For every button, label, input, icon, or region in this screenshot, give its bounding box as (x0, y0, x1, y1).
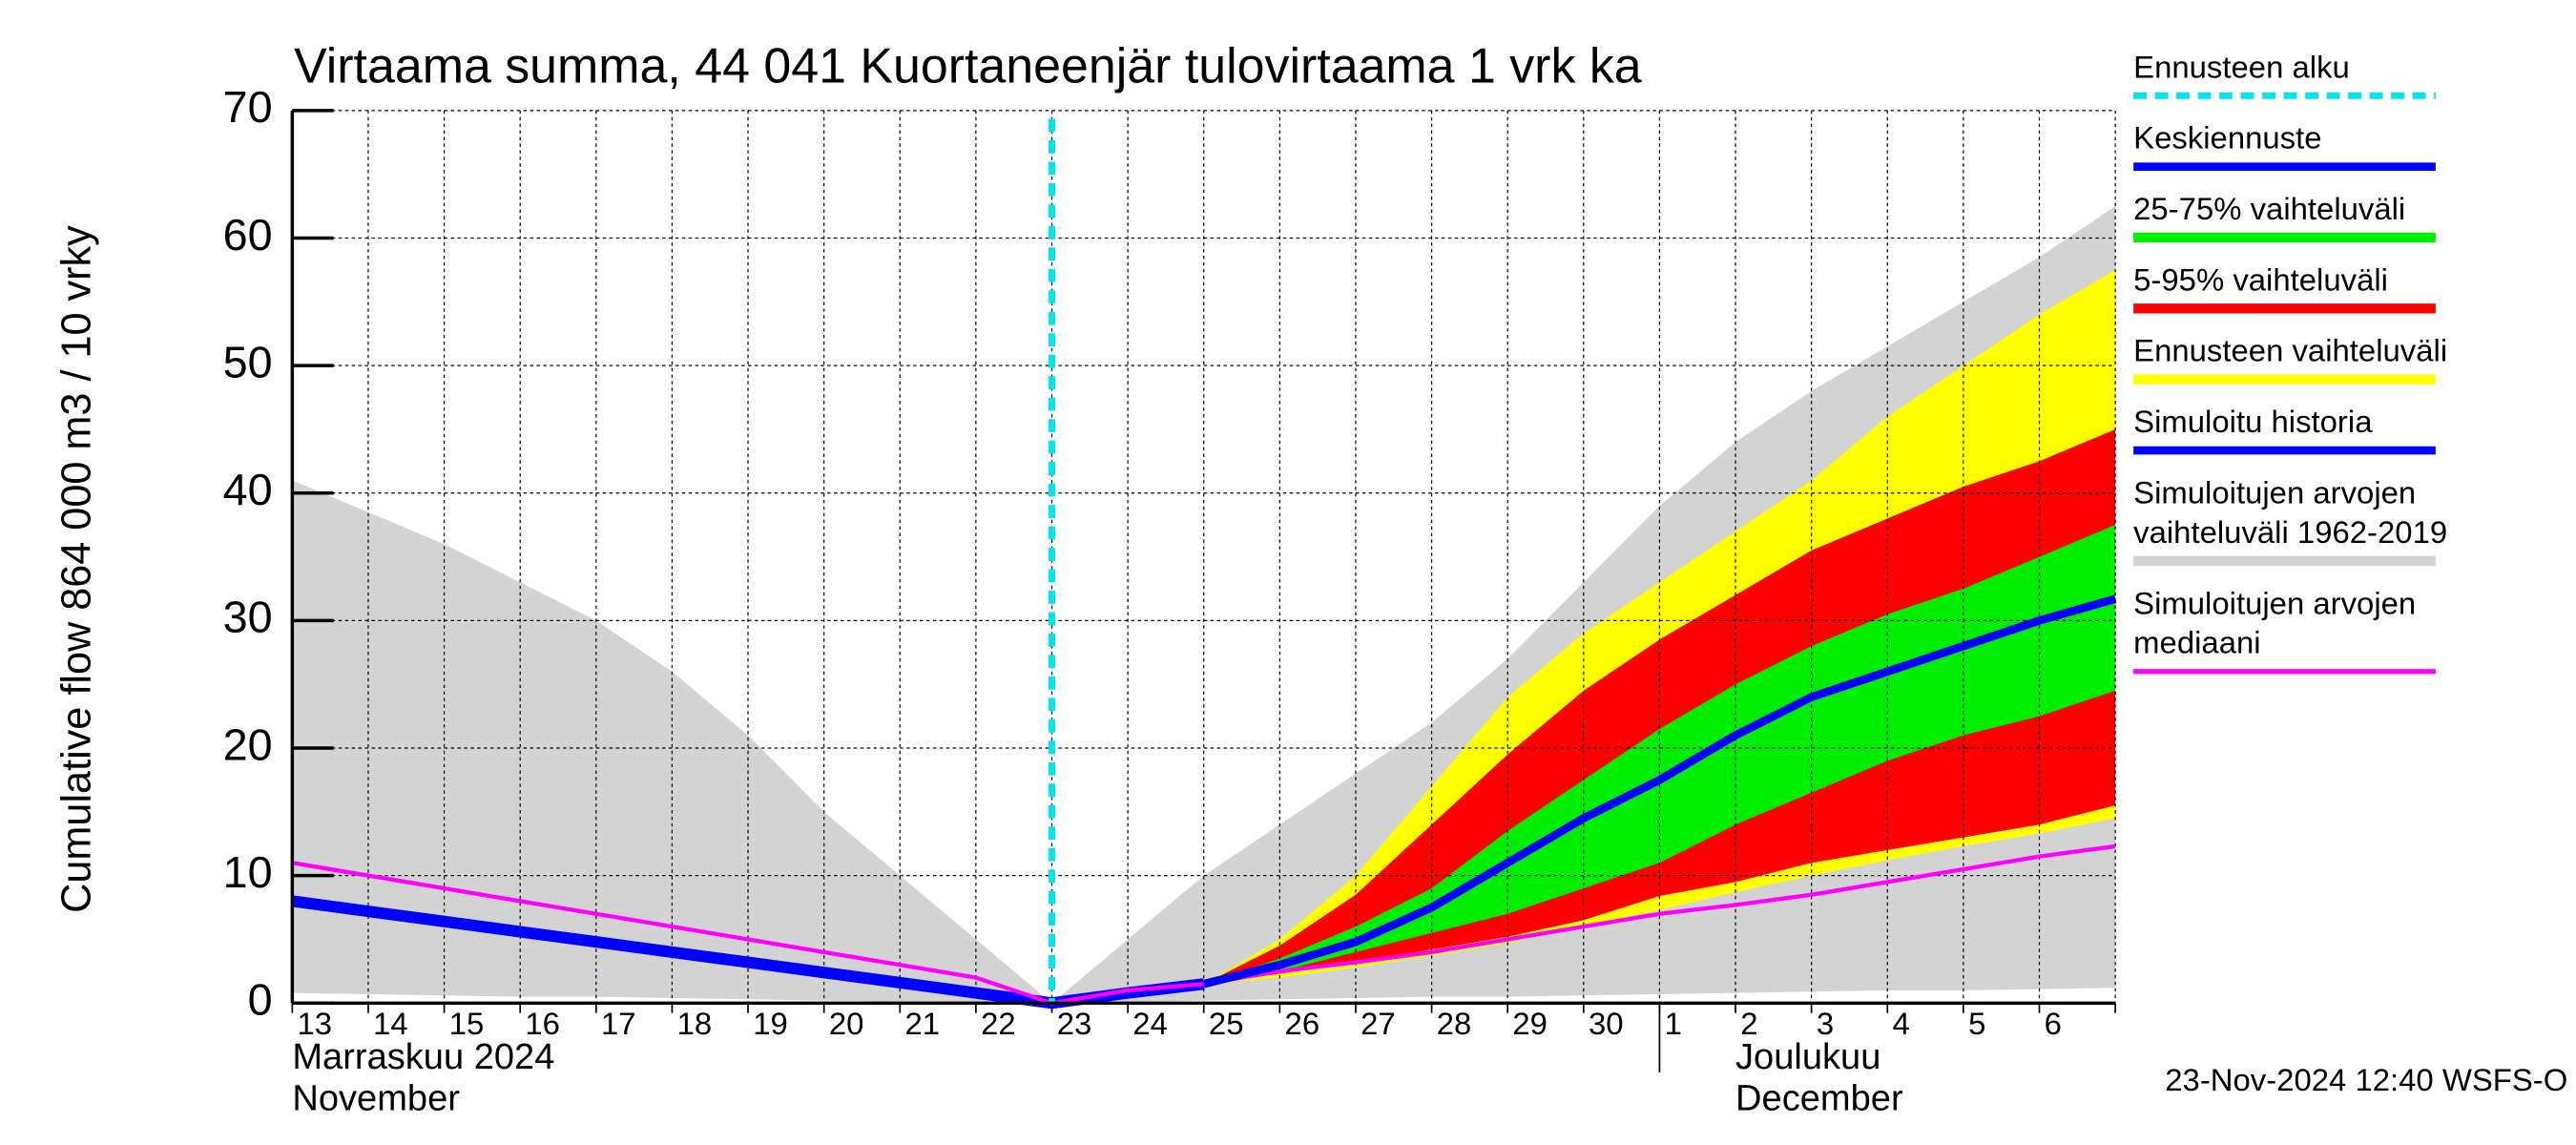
legend-label: vaihteluväli 1962-2019 (2133, 514, 2447, 550)
y-tick-label: 10 (223, 847, 273, 897)
legend-label: Ennusteen vaihteluväli (2133, 333, 2447, 368)
x-tick-label: 24 (1132, 1006, 1168, 1041)
x-tick-label: 29 (1512, 1006, 1548, 1041)
y-tick-label: 70 (223, 82, 273, 132)
x-tick-label: 25 (1209, 1006, 1244, 1041)
y-tick-label: 60 (223, 210, 273, 260)
series-line (291, 843, 2116, 1006)
y-tick-label: 40 (223, 465, 273, 514)
x-tick-label: 13 (298, 1006, 333, 1041)
x-tick-label: 21 (904, 1006, 940, 1041)
month-label: Joulukuu (1735, 1037, 1880, 1077)
x-tick-label: 15 (449, 1006, 485, 1041)
chart-title: Virtaama summa, 44 041 Kuortaneenjär tul… (294, 37, 1642, 93)
y-tick-label: 50 (223, 337, 273, 386)
legend-label: mediaani (2133, 625, 2260, 660)
x-tick-label: 30 (1589, 1006, 1624, 1041)
x-tick-label: 2 (1740, 1006, 1757, 1041)
x-tick-label: 26 (1285, 1006, 1320, 1041)
x-tick-label: 14 (373, 1006, 408, 1041)
legend-label: 5-95% vaihteluväli (2133, 261, 2388, 297)
x-tick-label: 5 (1968, 1006, 1985, 1041)
x-tick-label: 20 (829, 1006, 864, 1041)
legend-label: Keskiennuste (2133, 120, 2321, 156)
legend-label: Ennusteen alku (2133, 49, 2350, 84)
month-label: Marraskuu 2024 (292, 1037, 554, 1077)
y-axis-label: Cumulative flow 864 000 m3 / 10 vrky (53, 225, 99, 913)
x-tick-label: 28 (1437, 1006, 1472, 1041)
month-label: November (292, 1078, 460, 1118)
x-tick-label: 27 (1361, 1006, 1396, 1041)
x-tick-label: 19 (753, 1006, 788, 1041)
x-tick-label: 23 (1057, 1006, 1092, 1041)
legend-label: Simuloitujen arvojen (2133, 585, 2416, 620)
legend-label: Simuloitujen arvojen (2133, 474, 2416, 510)
series-line (1202, 594, 2117, 989)
x-tick-label: 22 (981, 1006, 1016, 1041)
legend-label: 25-75% vaihteluväli (2133, 191, 2405, 226)
y-tick-label: 0 (248, 975, 273, 1025)
legend-label: Simuloitu historia (2133, 404, 2373, 439)
x-tick-label: 17 (601, 1006, 636, 1041)
x-tick-label: 16 (525, 1006, 560, 1041)
footer: 23-Nov-2024 12:40 WSFS-O (2165, 1062, 2567, 1097)
y-tick-label: 20 (223, 719, 273, 769)
y-tick-label: 30 (223, 593, 273, 642)
month-label: December (1735, 1078, 1903, 1118)
x-tick-label: 3 (1817, 1006, 1834, 1041)
x-tick-label: 18 (677, 1006, 713, 1041)
x-tick-label: 1 (1665, 1006, 1682, 1041)
x-tick-label: 4 (1892, 1006, 1909, 1041)
x-tick-label: 6 (2045, 1006, 2062, 1041)
